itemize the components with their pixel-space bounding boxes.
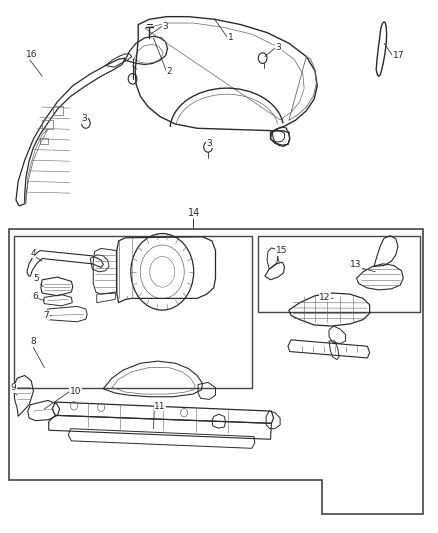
Bar <box>53 107 63 115</box>
Bar <box>42 120 53 130</box>
Text: 2: 2 <box>166 68 172 76</box>
Text: 15: 15 <box>276 246 287 255</box>
Text: 1: 1 <box>228 34 233 43</box>
Text: 3: 3 <box>162 22 168 31</box>
Text: 6: 6 <box>32 292 38 301</box>
Text: 13: 13 <box>350 261 361 269</box>
Text: 3: 3 <box>81 114 87 123</box>
Text: 11: 11 <box>154 402 166 411</box>
Text: 4: 4 <box>30 249 36 258</box>
Text: 3: 3 <box>207 139 212 148</box>
Text: 10: 10 <box>70 387 81 396</box>
Text: 14: 14 <box>188 208 201 219</box>
Text: 16: 16 <box>26 51 38 59</box>
Text: 5: 5 <box>33 274 39 283</box>
Text: 9: 9 <box>11 383 16 392</box>
Bar <box>40 138 48 144</box>
Text: 17: 17 <box>393 52 404 60</box>
Text: 7: 7 <box>43 311 49 320</box>
Text: 3: 3 <box>276 43 282 52</box>
Text: 12: 12 <box>319 293 331 302</box>
Text: 8: 8 <box>30 337 36 346</box>
